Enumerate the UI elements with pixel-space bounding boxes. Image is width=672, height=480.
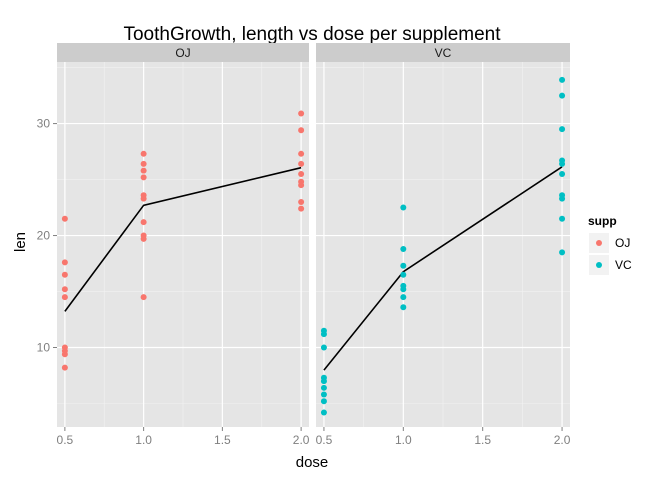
x-axis-label: dose [296,454,329,471]
mean-line [64,166,302,312]
y-tick-label: 30 [37,117,51,131]
data-point [320,384,327,391]
data-point [298,150,305,157]
data-point [320,398,327,405]
data-point [140,150,147,157]
x-tick-label: 0.5 [316,433,333,447]
legend-label: VC [615,258,632,272]
data-point [559,195,566,202]
data-point [140,235,147,242]
x-tick-label: 0.5 [57,433,74,447]
facet-panels: OJ 0.5 1.0 1.5 2.0 VC 0.5 1.0 1.5 2.0 [57,43,571,447]
data-point [400,286,407,293]
legend-title: supp [588,214,617,228]
data-point [298,110,305,117]
x-tick-label: 1.5 [214,433,231,447]
data-point [298,170,305,177]
data-point [320,391,327,398]
facet-strip [316,43,570,62]
data-point [400,245,407,252]
data-point [320,409,327,416]
data-point [559,126,566,133]
x-tick-label: 1.0 [135,433,152,447]
facet-strip [57,43,309,62]
data-point [140,219,147,226]
data-point [61,215,68,222]
facet-strip-label: VC [435,46,452,60]
data-point [298,160,305,167]
chart-title: ToothGrowth, length vs dose per suppleme… [123,24,501,45]
data-point [559,76,566,83]
data-point [298,205,305,212]
legend-label: OJ [615,236,630,250]
legend-key-point [596,240,602,246]
data-point [400,294,407,301]
panel-oj: OJ 0.5 1.0 1.5 2.0 [57,43,310,447]
x-tick-label: 1.5 [474,433,491,447]
data-point [61,271,68,278]
data-point [61,351,68,358]
x-tick-label: 2.0 [293,433,310,447]
legend: supp OJ VC [588,214,632,275]
y-axis-label: len [12,232,29,252]
data-point [140,294,147,301]
legend-key-point [596,262,602,268]
data-point [61,294,68,301]
data-point [559,249,566,256]
y-tick-label: 20 [37,229,51,243]
data-point [400,204,407,211]
data-point [140,174,147,181]
data-point [140,167,147,174]
data-point [298,127,305,134]
panel-vc: VC 0.5 1.0 1.5 2.0 [316,43,571,447]
facet-strip-label: OJ [175,46,190,60]
data-point [559,92,566,99]
data-point [61,364,68,371]
x-tick-label: 2.0 [554,433,571,447]
mean-line [323,166,563,371]
data-point [140,195,147,202]
data-point [140,160,147,167]
y-axis-ticks: 10 20 30 [37,117,57,355]
data-point [320,378,327,385]
data-point [320,344,327,351]
data-point [400,304,407,311]
data-point [400,271,407,278]
data-point [320,331,327,338]
data-point [61,286,68,293]
data-point [400,262,407,269]
data-point [559,215,566,222]
data-point [61,259,68,266]
x-tick-label: 1.0 [395,433,412,447]
data-point [298,182,305,189]
data-point [559,160,566,167]
data-point [559,170,566,177]
y-tick-label: 10 [37,341,51,355]
data-point [298,198,305,205]
